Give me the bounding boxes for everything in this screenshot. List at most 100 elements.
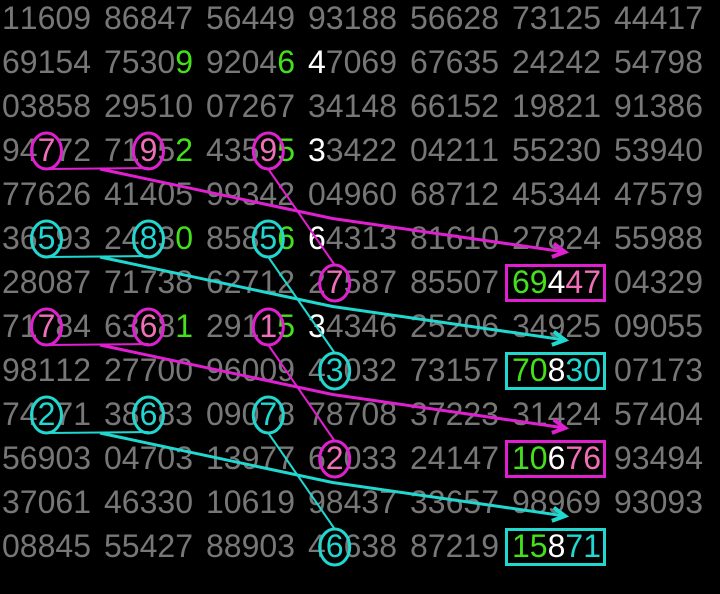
arrow-head-icon: [551, 506, 570, 523]
circle-marker: [30, 131, 63, 171]
digit: 0: [241, 44, 260, 80]
digit: 7: [631, 176, 650, 212]
digit: 3: [427, 484, 446, 520]
digit: 3: [565, 132, 584, 168]
digit: 3: [343, 308, 362, 344]
digit: 0: [529, 352, 548, 388]
digit: 4: [427, 440, 446, 476]
digit: 6: [445, 220, 464, 256]
circle-marker: [132, 307, 165, 347]
digit: 2: [361, 132, 380, 168]
digit: 9: [614, 440, 632, 476]
digit: 3: [223, 132, 242, 168]
digit: 8: [547, 352, 566, 388]
digit: 7: [37, 132, 56, 168]
digit: 4: [685, 440, 703, 476]
digit: 7: [685, 0, 703, 36]
digit: 6: [19, 440, 38, 476]
digit: 9: [2, 132, 20, 168]
digit: 5: [685, 308, 703, 344]
digit: 8: [361, 0, 380, 36]
arrow-head-icon: [551, 418, 570, 435]
digit: 7: [2, 308, 20, 344]
digit: 4: [631, 264, 650, 300]
arrow-line: [99, 167, 566, 254]
digit: 3: [325, 352, 344, 388]
digit: 7: [175, 528, 193, 564]
digit: 3: [2, 484, 20, 520]
digit: 2: [481, 88, 499, 124]
digit: 0: [649, 484, 668, 520]
digit: 1: [445, 440, 464, 476]
digit: 0: [529, 440, 548, 476]
digit: 3: [139, 44, 158, 80]
digit: 1: [157, 88, 176, 124]
digit: 9: [685, 264, 703, 300]
digit: 4: [614, 0, 632, 36]
digit: 2: [547, 44, 566, 80]
digit: 9: [277, 0, 295, 36]
digit: 1: [481, 132, 499, 168]
circle-marker: [132, 219, 165, 259]
digit: 4: [73, 308, 91, 344]
digit: 3: [481, 396, 499, 432]
digit: 6: [277, 44, 295, 80]
digit: 3: [361, 528, 380, 564]
digit: 5: [206, 0, 224, 36]
digit: 9: [19, 44, 38, 80]
digit: 3: [547, 176, 566, 212]
result-box: [505, 528, 606, 566]
digit: 6: [139, 308, 158, 344]
digit: 7: [481, 440, 499, 476]
digit: 0: [379, 176, 397, 212]
digit: 7: [259, 396, 278, 432]
digit: 6: [325, 528, 344, 564]
digit: 9: [343, 176, 362, 212]
digit: 8: [667, 88, 686, 124]
digit: 1: [512, 440, 530, 476]
digit: 9: [277, 484, 295, 520]
digit: 5: [121, 528, 140, 564]
digit: 9: [667, 484, 686, 520]
digit: 3: [175, 396, 193, 432]
digit: 3: [649, 264, 668, 300]
circle-marker: [318, 439, 352, 479]
digit: 9: [667, 44, 686, 80]
digit: 6: [37, 0, 56, 36]
digit: 4: [343, 132, 362, 168]
digit: 3: [157, 484, 176, 520]
digit: 8: [427, 176, 446, 212]
digit: 5: [427, 264, 446, 300]
digit: 3: [223, 440, 242, 476]
digit: 3: [104, 396, 122, 432]
digit: 6: [361, 44, 380, 80]
digit: 7: [19, 176, 38, 212]
digit: 9: [37, 440, 56, 476]
digit: 4: [325, 308, 344, 344]
diagonal-line: [267, 432, 336, 530]
digit: 3: [2, 220, 20, 256]
digit: 2: [565, 88, 584, 124]
digit: 4: [512, 176, 530, 212]
digit: 5: [410, 0, 428, 36]
digit: 0: [104, 440, 122, 476]
digit: 6: [410, 44, 428, 80]
digit: 8: [104, 0, 122, 36]
digit: 4: [583, 176, 601, 212]
arrow-head-icon: [551, 242, 570, 259]
digit: 2: [565, 396, 584, 432]
digit: 8: [139, 0, 158, 36]
digit: 8: [73, 88, 91, 124]
digit: 4: [583, 396, 601, 432]
digit: 7: [631, 352, 650, 388]
digit: 5: [512, 132, 530, 168]
digit: 1: [343, 88, 362, 124]
digit: 6: [223, 0, 242, 36]
digit: 7: [667, 176, 686, 212]
digit: 4: [649, 440, 668, 476]
digit: 4: [325, 220, 344, 256]
digit: 9: [649, 220, 668, 256]
digit: 7: [481, 484, 499, 520]
digit: 7: [631, 396, 650, 432]
